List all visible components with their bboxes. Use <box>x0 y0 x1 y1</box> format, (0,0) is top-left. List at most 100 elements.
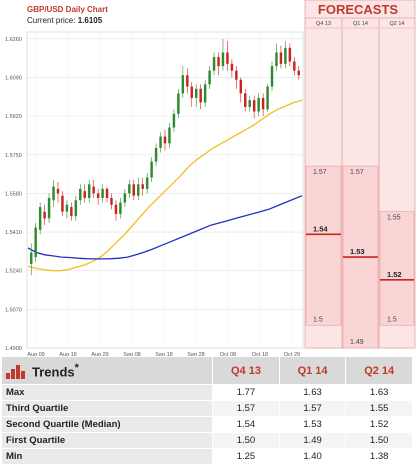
candle-body <box>244 93 247 108</box>
candle-body <box>181 75 185 94</box>
forecast-median-label: 1.53 <box>350 247 365 256</box>
column-header-q1-14: Q1 14 <box>278 356 347 385</box>
candle-body <box>279 52 283 64</box>
candle-body <box>96 193 100 198</box>
candle-body <box>199 88 202 103</box>
column-header-q2-14: Q2 14 <box>345 356 413 385</box>
forecast-range-box <box>305 165 342 326</box>
candle-body <box>284 47 287 64</box>
candle-body <box>154 147 158 162</box>
y-tick-label: 1.5240 <box>5 269 22 275</box>
candle-body <box>257 97 260 112</box>
candle-body <box>65 204 69 212</box>
candle-body <box>288 47 292 62</box>
candle-body <box>30 252 33 264</box>
cell-value: 1.57 <box>212 400 280 417</box>
forecast-third-quartile-label: 1.55 <box>387 215 401 222</box>
y-tick-label: 1.4900 <box>5 346 22 352</box>
candle-body <box>47 197 51 219</box>
cell-value: 1.53 <box>278 416 347 433</box>
table-row: Third Quartile 1.57 1.57 1.55 <box>0 400 413 417</box>
forecast-first-quartile-label: 1.49 <box>350 339 364 346</box>
forecast-median-label: 1.54 <box>313 224 328 233</box>
moving-average-short-line <box>27 99 303 272</box>
candle-body <box>87 184 91 198</box>
candle-body <box>123 193 127 203</box>
row-label-max: Max <box>0 384 214 401</box>
y-tick-label: 1.5580 <box>5 191 22 197</box>
chart-title: GBP/USD Daily Chart <box>27 5 108 14</box>
forecast-first-quartile-label: 1.5 <box>313 316 323 323</box>
candle-body <box>221 52 225 67</box>
candle-body <box>297 70 300 76</box>
x-tick-label: Aug 29 <box>91 352 108 356</box>
plot-area <box>26 31 304 349</box>
x-axis-ticks: Aug 09 Aug 19 Aug 29 Sep 08 Sep 18 Sep 28 Oct … <box>27 352 300 356</box>
x-tick-label: Aug 09 <box>27 352 44 356</box>
cell-value: 1.50 <box>212 432 280 449</box>
x-tick-label: Sep 28 <box>187 352 204 356</box>
current-price: Current price: 1.6105 <box>27 16 103 25</box>
trends-header: Trends* <box>0 356 214 385</box>
x-tick-label: Oct 29 <box>284 352 300 356</box>
cell-value: 1.38 <box>345 448 413 465</box>
candle-body <box>110 197 113 205</box>
candle-body <box>137 184 140 196</box>
column-header-q4-13: Q4 13 <box>212 356 280 385</box>
forecast-range-box <box>379 211 415 326</box>
cell-value: 1.57 <box>278 400 347 417</box>
candle-body <box>172 113 176 128</box>
candle-body <box>79 188 82 201</box>
candle-body <box>43 211 46 219</box>
cell-value: 1.40 <box>278 448 347 465</box>
candle-body <box>52 186 55 201</box>
moving-average-short <box>27 99 303 272</box>
candle-body <box>275 52 278 67</box>
forecast-column-label: Q4 13 <box>316 21 331 27</box>
trends-footnote-mark: * <box>74 361 79 374</box>
candle-body <box>119 202 122 214</box>
forecast-third-quartile-label: 1.57 <box>350 169 364 176</box>
x-tick-label: Oct 18 <box>252 352 268 356</box>
x-tick-label: Sep 08 <box>123 352 140 356</box>
candle-body <box>226 52 229 64</box>
cell-value: 1.54 <box>212 416 280 433</box>
candle-body <box>270 66 274 87</box>
current-price-value: 1.6105 <box>78 16 103 25</box>
x-tick-label: Aug 19 <box>59 352 76 356</box>
row-label-min: Min <box>0 448 214 465</box>
forecast-chart: 1.6260 1.6090 1.5920 1.5750 1.5580 1.5410 1.52… <box>5 0 416 356</box>
candle-body <box>74 200 78 217</box>
forecast-column-label: Q1 14 <box>353 21 368 27</box>
candle-body <box>203 84 207 103</box>
cell-value: 1.25 <box>212 448 280 465</box>
candle-body <box>159 136 162 148</box>
candle-body <box>190 86 193 98</box>
candle-body <box>217 57 220 67</box>
candle-body <box>239 79 243 94</box>
grid-lines <box>27 32 303 349</box>
candle-body <box>70 207 73 217</box>
candle-body <box>92 186 95 194</box>
candle-body <box>150 161 153 178</box>
table-header-row: Trends* Q4 13 Q1 14 Q2 14 <box>0 356 413 385</box>
y-tick-label: 1.5070 <box>5 307 22 313</box>
cell-value: 1.63 <box>345 384 413 401</box>
forecast-first-quartile-label: 1.5 <box>387 316 397 323</box>
forecasts-title: FORECASTS <box>318 2 399 17</box>
candle-body <box>38 207 42 230</box>
candle-body <box>114 204 118 214</box>
candlestick-series <box>30 38 300 276</box>
cell-value: 1.52 <box>345 416 413 433</box>
forecast-column-label: Q2 14 <box>390 21 405 27</box>
candle-body <box>177 93 180 114</box>
y-tick-label: 1.5750 <box>5 153 22 159</box>
candle-body <box>141 184 144 189</box>
y-axis-ticks: 1.6260 1.6090 1.5920 1.5750 1.5580 1.5410 1.52… <box>5 37 22 352</box>
candle-body <box>168 127 171 144</box>
candle-body <box>132 184 136 196</box>
cell-value: 1.63 <box>278 384 347 401</box>
candle-body <box>235 70 238 80</box>
x-tick-label: Sep 18 <box>155 352 172 356</box>
candle-body <box>145 177 149 189</box>
